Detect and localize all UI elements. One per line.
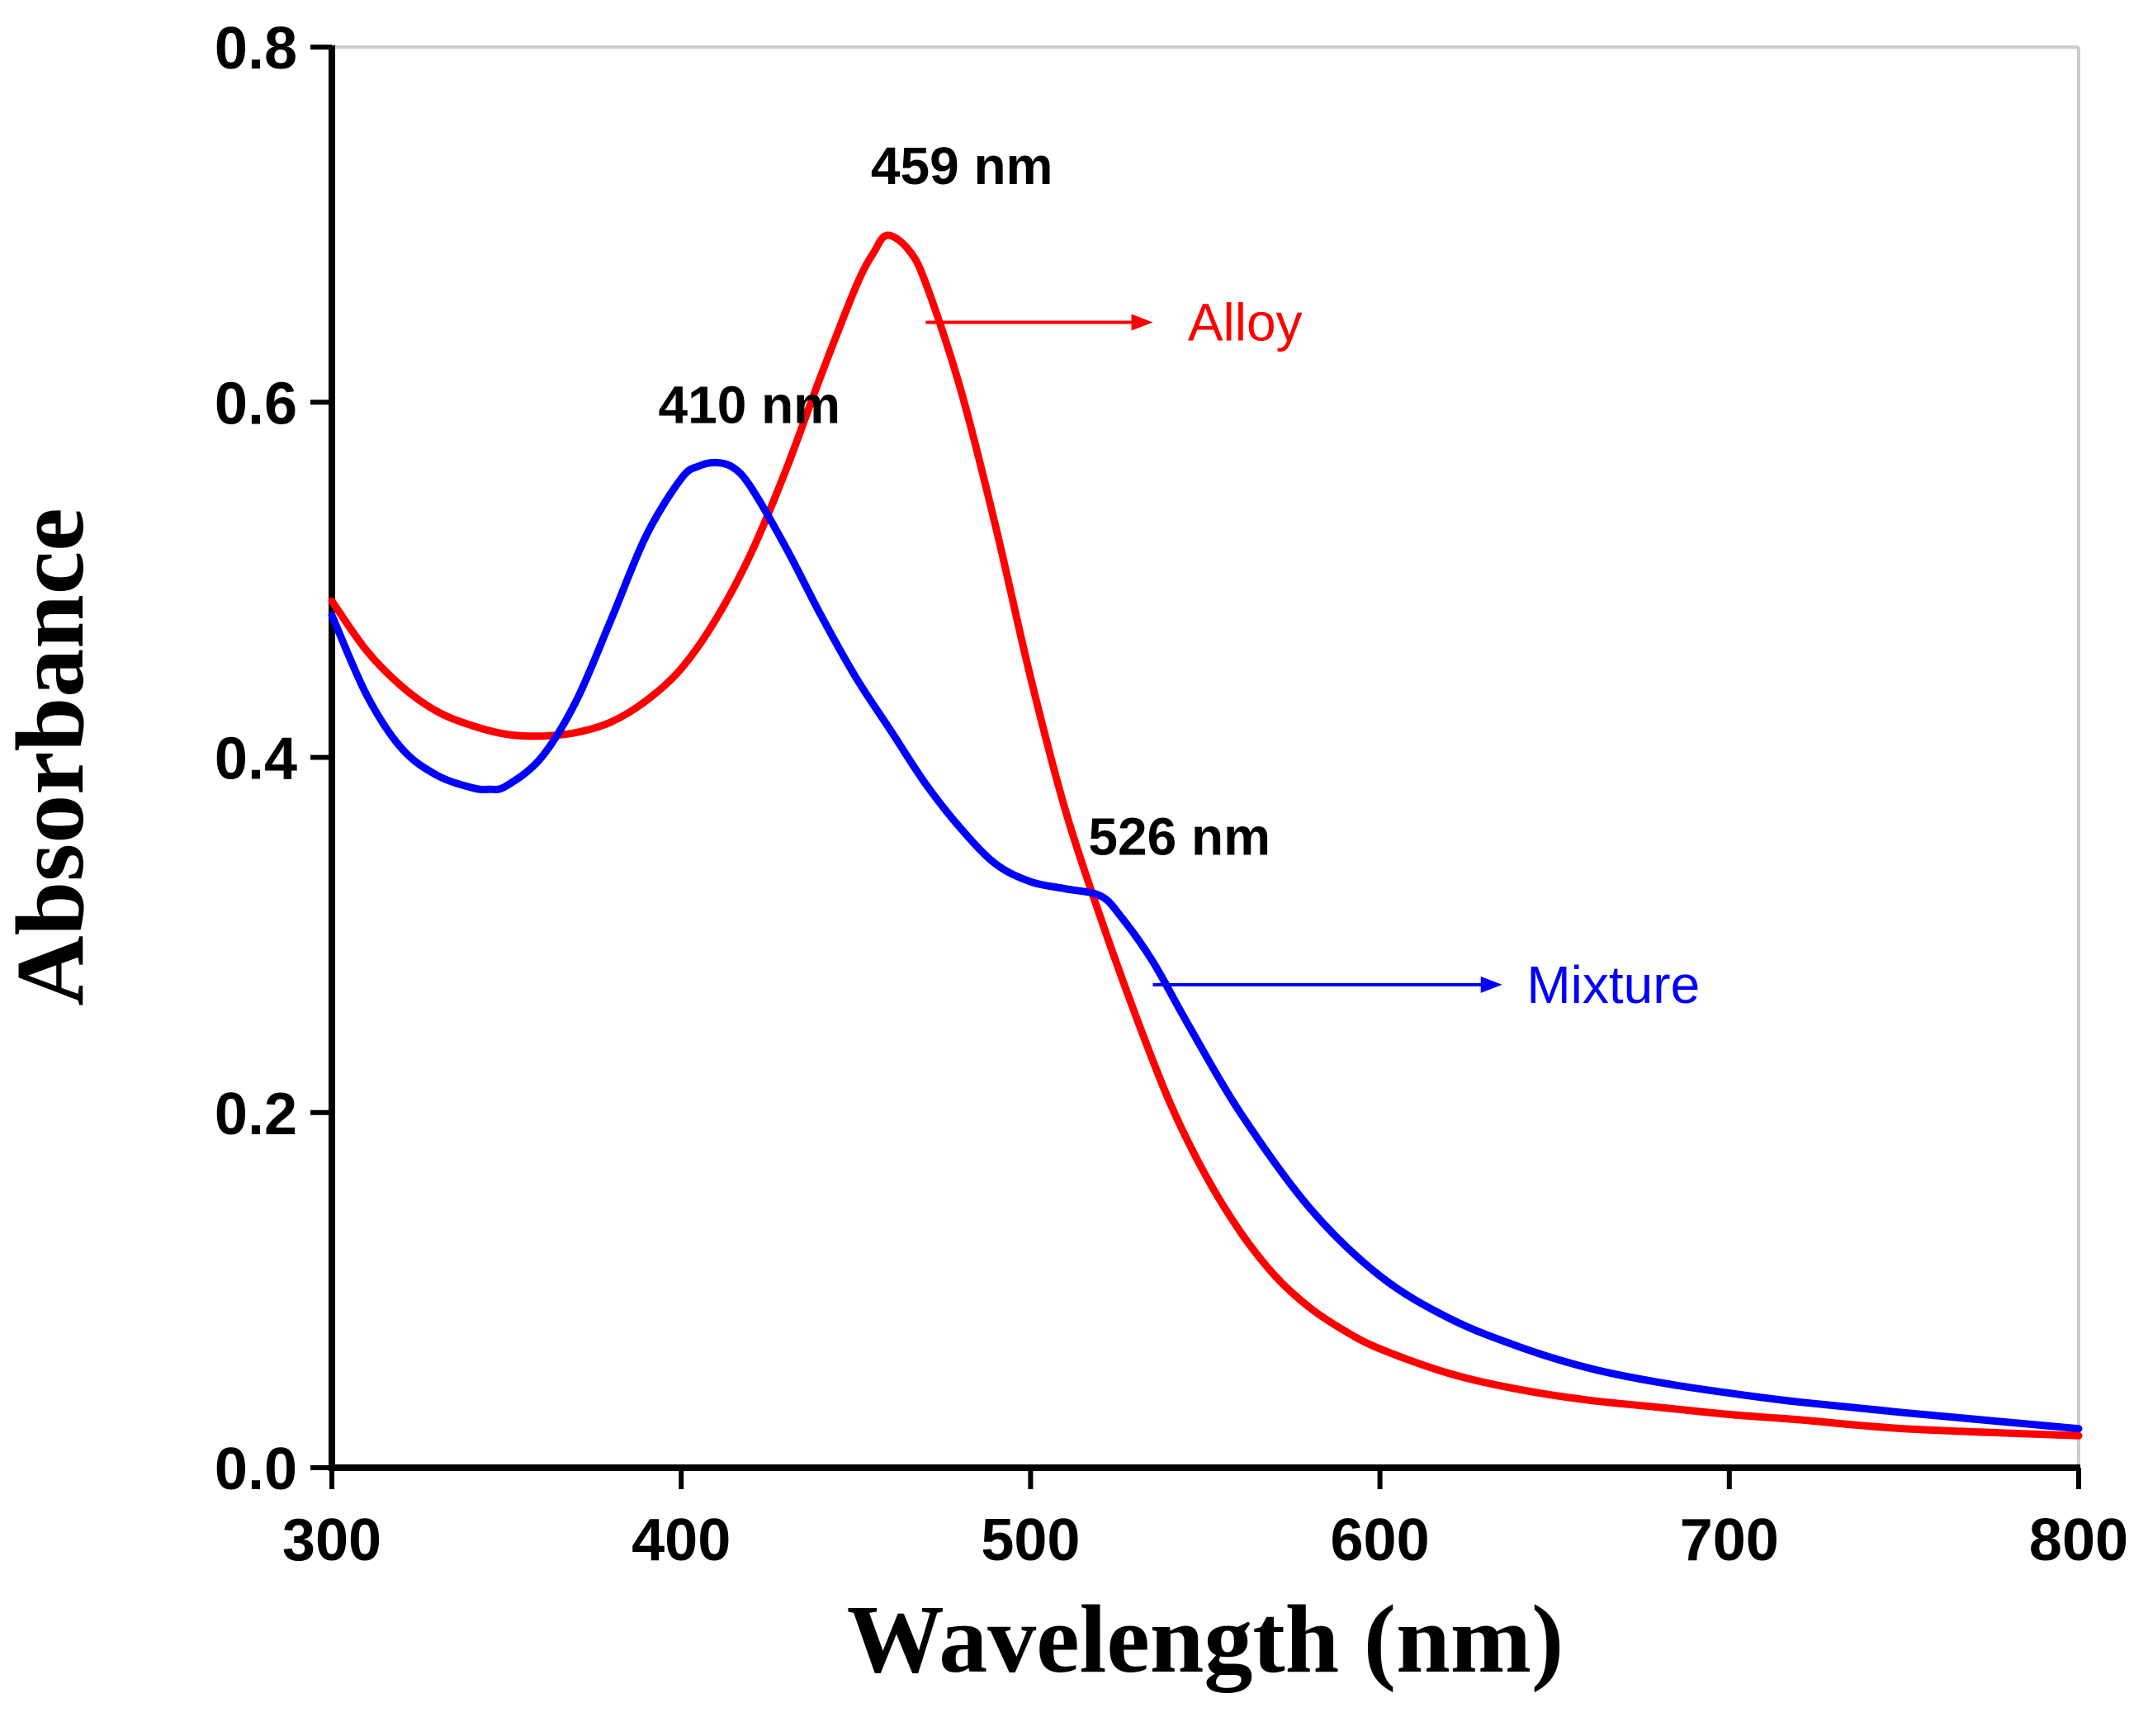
y-tick-label: 0.0 — [215, 1436, 297, 1502]
y-tick-label: 0.4 — [215, 726, 297, 792]
x-tick-label: 500 — [981, 1507, 1080, 1573]
x-tick-label: 800 — [2029, 1507, 2128, 1573]
peak-label: 459 nm — [871, 136, 1053, 196]
peak-label: 526 nm — [1088, 807, 1270, 866]
y-tick-label: 0.6 — [215, 371, 297, 437]
series-layer — [328, 231, 2083, 1440]
legend-label-mixture: Mixture — [1526, 955, 1700, 1015]
y-tick-label: 0.2 — [215, 1081, 297, 1147]
x-tick-label: 300 — [282, 1507, 381, 1573]
legend-arrowhead-mixture — [1480, 976, 1502, 993]
legend-label-alloy: Alloy — [1188, 292, 1303, 352]
series-line-alloy — [328, 231, 2083, 1440]
legend-arrowhead-alloy — [1131, 314, 1153, 331]
x-ticks: 300 400 500 600 700 800 — [282, 1468, 2128, 1573]
y-axis-title: Absorbance — [0, 508, 104, 1005]
y-ticks: 0.0 0.2 0.4 0.6 0.8 — [215, 16, 332, 1502]
legend-layer: Alloy Mixture — [925, 292, 1700, 1015]
x-tick-label: 700 — [1680, 1507, 1779, 1573]
series-line-mixture — [328, 458, 2083, 1433]
x-tick-label: 400 — [632, 1507, 731, 1573]
annotation-layer: 459 nm 410 nm 526 nm — [659, 136, 1270, 866]
frame — [329, 45, 2080, 1471]
peak-label: 410 nm — [659, 375, 841, 434]
y-tick-label: 0.8 — [215, 16, 297, 82]
x-tick-label: 600 — [1331, 1507, 1430, 1573]
x-axis-title: Wavelength (nm) — [847, 1585, 1564, 1693]
